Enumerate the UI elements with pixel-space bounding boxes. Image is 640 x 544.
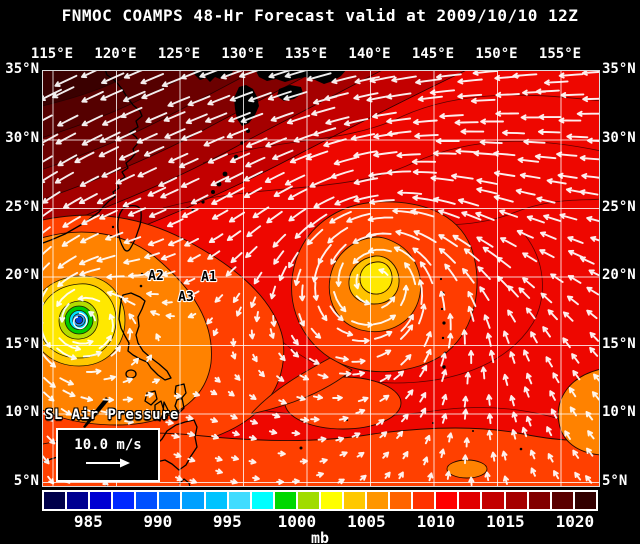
celebes-tip bbox=[178, 478, 191, 486]
storm-label: A3 bbox=[178, 290, 194, 305]
colorbar-segment bbox=[482, 492, 504, 509]
colorbar-tick-label: 1020 bbox=[555, 512, 595, 531]
colorbar-segment bbox=[44, 492, 66, 509]
colorbar-segment bbox=[205, 492, 227, 509]
colorbar-segment bbox=[574, 492, 596, 509]
colorbar-tick-label: 995 bbox=[212, 512, 242, 531]
colorbar-segment bbox=[551, 492, 573, 509]
colorbar-tick-label: 1010 bbox=[416, 512, 456, 531]
lat-tick-label: 15°N bbox=[602, 335, 636, 352]
colorbar-segment bbox=[344, 492, 366, 509]
colorbar-segment bbox=[459, 492, 481, 509]
colorbar-segment bbox=[297, 492, 319, 509]
lat-tick-label: 25°N bbox=[602, 198, 636, 215]
typhoon-eye-spiral-icon bbox=[73, 312, 88, 330]
colorbar-segment bbox=[136, 492, 158, 509]
storm-position-labels: A2 A1 A3 bbox=[147, 268, 218, 306]
colorbar-tick-label: 1005 bbox=[347, 512, 386, 531]
colorbar-segment bbox=[251, 492, 273, 509]
colorbar-segment bbox=[182, 492, 204, 509]
colorbar-units: mb bbox=[310, 529, 330, 544]
low-pressure-regions bbox=[43, 214, 599, 486]
lon-tick-label: 130°E bbox=[221, 46, 264, 62]
colorbar-segment bbox=[274, 492, 296, 509]
shikoku-island bbox=[277, 85, 303, 101]
colorbar-segment bbox=[90, 492, 112, 509]
colorbar-segment bbox=[413, 492, 435, 509]
lat-tick-label: 35°N bbox=[5, 61, 39, 77]
colorbar bbox=[42, 490, 598, 511]
luzon-island bbox=[118, 292, 172, 381]
lat-tick-label: 30°N bbox=[602, 130, 636, 146]
lon-tick-label: 125°E bbox=[157, 46, 201, 62]
colorbar-tick-label: 1015 bbox=[486, 512, 525, 531]
lon-tick-label: 150°E bbox=[475, 46, 518, 62]
colorbar-tick-label: 990 bbox=[143, 512, 173, 531]
field-label: SL Air Pressure bbox=[45, 407, 179, 423]
lon-tick-label: 135°E bbox=[284, 46, 328, 62]
lat-tick-label: 20°N bbox=[5, 267, 39, 283]
lon-tick-label: 115°E bbox=[30, 46, 74, 62]
lat-tick-label: 10°N bbox=[602, 404, 636, 420]
page-title: FNMOC COAMPS 48-Hr Forecast valid at 200… bbox=[61, 6, 579, 25]
colorbar-segment bbox=[320, 492, 343, 509]
grid-lines bbox=[43, 71, 599, 486]
lat-tick-label: 30°N bbox=[5, 130, 39, 146]
colorbar-segment bbox=[228, 492, 250, 509]
colorbar-segment bbox=[436, 492, 458, 509]
colorbar-segment bbox=[113, 492, 135, 509]
wind-speed-legend: 10.0 m/s bbox=[56, 428, 160, 482]
wind-reference-arrow-icon bbox=[86, 458, 130, 468]
map-area: A2 A1 A3 SL Air Pressure 10.0 m/s bbox=[42, 70, 600, 487]
lon-tick-label: 145°E bbox=[411, 46, 455, 62]
lat-tick-label: 5°N bbox=[13, 472, 39, 489]
pressure-map: A2 A1 A3 bbox=[43, 71, 599, 486]
colorbar-segment bbox=[367, 492, 389, 509]
colorbar-segment bbox=[67, 492, 89, 509]
colorbar-segment bbox=[528, 492, 550, 509]
lon-tick-label: 155°E bbox=[538, 46, 582, 62]
colorbar-tick-label: 1000 bbox=[277, 512, 317, 531]
lat-tick-label: 5°N bbox=[602, 472, 628, 489]
visayas-islands bbox=[144, 383, 187, 422]
lon-tick-label: 140°E bbox=[348, 46, 391, 62]
lat-tick-label: 20°N bbox=[602, 267, 636, 283]
lat-tick-label: 10°N bbox=[5, 404, 39, 420]
lon-tick-label: 120°E bbox=[94, 46, 137, 62]
colorbar-segment bbox=[159, 492, 181, 509]
colorbar-tick-label: 985 bbox=[73, 512, 103, 531]
lat-tick-label: 25°N bbox=[5, 198, 39, 215]
storm-label: A2 bbox=[148, 269, 164, 284]
colorbar-segment bbox=[390, 492, 412, 509]
storm-label: A1 bbox=[201, 270, 217, 285]
wind-speed-value: 10.0 m/s bbox=[74, 437, 142, 453]
lat-tick-label: 35°N bbox=[602, 61, 636, 77]
lat-tick-label: 15°N bbox=[5, 335, 39, 352]
taiwan-island bbox=[117, 204, 142, 252]
colorbar-segment bbox=[505, 492, 527, 509]
